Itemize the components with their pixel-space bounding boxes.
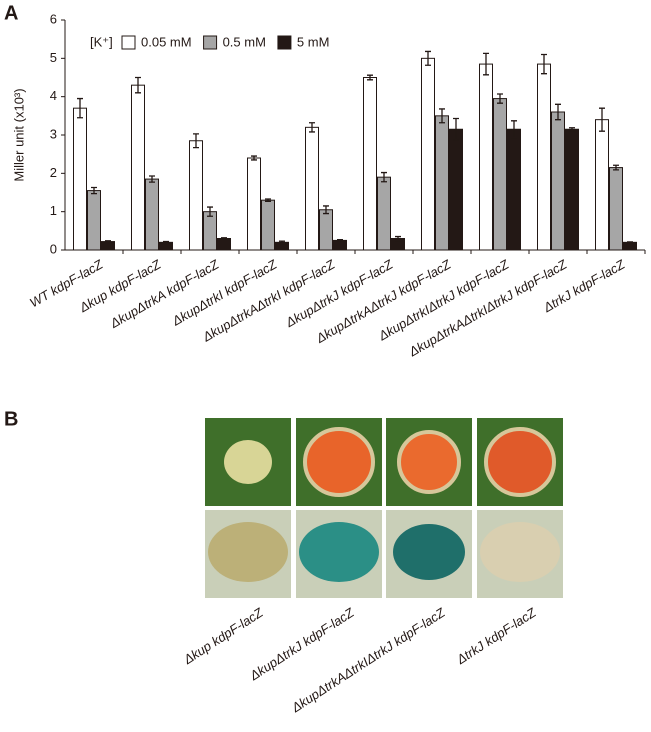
y-tick-label: 4 bbox=[50, 88, 57, 103]
section bbox=[208, 522, 288, 582]
legend-title: [K⁺] bbox=[90, 34, 113, 49]
legend-label: 0.5 mM bbox=[223, 34, 266, 49]
legend-label: 0.05 mM bbox=[141, 34, 192, 49]
error-bar bbox=[193, 133, 199, 149]
y-tick-label: 0 bbox=[50, 241, 57, 256]
error-bar bbox=[627, 241, 633, 244]
bar bbox=[247, 157, 261, 251]
colony bbox=[303, 427, 375, 497]
section bbox=[393, 524, 465, 580]
bar bbox=[507, 128, 521, 251]
legend-swatch bbox=[277, 35, 292, 50]
error-bar bbox=[105, 240, 111, 243]
bar bbox=[87, 190, 101, 251]
error-bar bbox=[381, 171, 387, 183]
photo-label: Δkup kdpF-lacZ bbox=[180, 604, 266, 667]
error-bar bbox=[613, 164, 619, 171]
legend-swatch bbox=[121, 35, 136, 50]
legend-swatch bbox=[203, 35, 218, 50]
error-bar bbox=[425, 50, 431, 66]
bar bbox=[145, 178, 159, 251]
colony bbox=[397, 430, 461, 494]
bar bbox=[189, 140, 203, 251]
section bbox=[299, 522, 379, 582]
error-bar bbox=[541, 53, 547, 75]
bar bbox=[479, 63, 493, 251]
y-tick-label: 1 bbox=[50, 203, 57, 218]
panel-label: A bbox=[4, 2, 18, 24]
error-bar bbox=[91, 186, 97, 195]
bar bbox=[565, 128, 579, 251]
bar bbox=[203, 211, 217, 251]
bar bbox=[623, 241, 637, 251]
error-bar bbox=[511, 120, 517, 139]
photo-label: ΔtrkJ kdpF-lacZ bbox=[453, 604, 539, 667]
error-bar bbox=[221, 237, 227, 240]
error-bar bbox=[555, 103, 561, 121]
bar bbox=[609, 167, 623, 251]
error-bar bbox=[279, 240, 285, 245]
error-bar bbox=[163, 240, 169, 244]
error-bar bbox=[265, 198, 271, 202]
bar bbox=[435, 115, 449, 251]
error-bar bbox=[395, 235, 401, 242]
bar bbox=[449, 128, 463, 251]
bar bbox=[261, 199, 275, 251]
bar bbox=[377, 176, 391, 251]
bar bbox=[421, 57, 435, 251]
bar bbox=[551, 111, 565, 251]
bar bbox=[537, 63, 551, 251]
y-tick-label: 6 bbox=[50, 11, 57, 26]
bar bbox=[319, 209, 333, 251]
section bbox=[480, 522, 560, 582]
photo-label: ΔkupΔtrkAΔtrkIΔtrkJ kdpF-lacZ bbox=[288, 604, 448, 715]
bar bbox=[333, 239, 347, 251]
y-tick-label: 2 bbox=[50, 165, 57, 180]
bar bbox=[363, 77, 377, 251]
error-bar bbox=[207, 206, 213, 217]
y-tick-label: 3 bbox=[50, 126, 57, 141]
x-tick-label: ΔkupΔtrkA kdpF-lacZ bbox=[107, 256, 222, 331]
error-bar bbox=[497, 93, 503, 104]
error-bar bbox=[483, 52, 489, 76]
bar bbox=[493, 98, 507, 251]
bar bbox=[217, 238, 231, 251]
colony bbox=[224, 440, 272, 484]
error-bar bbox=[251, 155, 257, 161]
error-bar bbox=[367, 74, 373, 81]
error-bar bbox=[135, 76, 141, 94]
error-bar bbox=[599, 107, 605, 132]
error-bar bbox=[569, 127, 575, 132]
photos bbox=[205, 418, 563, 598]
error-bar bbox=[309, 122, 315, 133]
panel-label: B bbox=[4, 408, 18, 430]
bar bbox=[73, 107, 87, 251]
bar bbox=[595, 119, 609, 251]
error-bar bbox=[453, 117, 459, 141]
error-bar bbox=[337, 239, 343, 242]
y-axis-label: Miller unit (x10³) bbox=[11, 88, 26, 181]
error-bar bbox=[149, 175, 155, 183]
error-bar bbox=[439, 108, 445, 124]
bar bbox=[131, 84, 145, 251]
error-bar bbox=[77, 97, 83, 119]
colony bbox=[484, 427, 556, 497]
y-tick-label: 5 bbox=[50, 50, 57, 65]
legend-label: 5 mM bbox=[297, 34, 330, 49]
bar bbox=[305, 126, 319, 251]
error-bar bbox=[323, 205, 329, 215]
